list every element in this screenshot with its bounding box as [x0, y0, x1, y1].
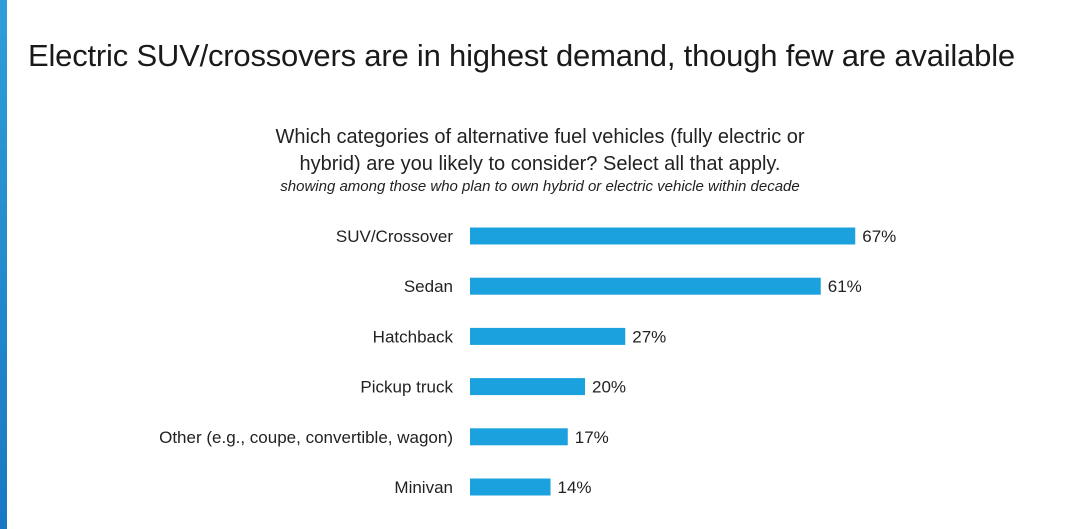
data-label: 61% — [828, 277, 862, 296]
category-label: Minivan — [394, 478, 453, 497]
bar — [470, 478, 551, 496]
chart-title-line-2: hybrid) are you likely to consider? Sele… — [299, 153, 781, 175]
data-label: 14% — [558, 478, 592, 497]
data-label: 20% — [592, 378, 626, 397]
page-title: Electric SUV/crossovers are in highest d… — [28, 38, 1015, 73]
data-label: 27% — [632, 327, 666, 346]
bar — [470, 227, 856, 245]
data-label: 17% — [575, 428, 609, 447]
bar — [470, 327, 626, 345]
bar — [470, 277, 821, 295]
category-label: Hatchback — [373, 327, 454, 346]
data-label: 67% — [862, 227, 896, 246]
category-label: Other (e.g., coupe, convertible, wagon) — [159, 428, 453, 447]
bar — [470, 378, 585, 396]
chart-title-line-1: Which categories of alternative fuel veh… — [275, 126, 805, 148]
category-label: SUV/Crossover — [336, 227, 453, 246]
accent-bar — [0, 0, 7, 529]
category-label: Sedan — [404, 277, 453, 296]
chart-subtitle: showing among those who plan to own hybr… — [280, 178, 800, 195]
bar — [470, 428, 568, 446]
category-label: Pickup truck — [360, 378, 453, 397]
